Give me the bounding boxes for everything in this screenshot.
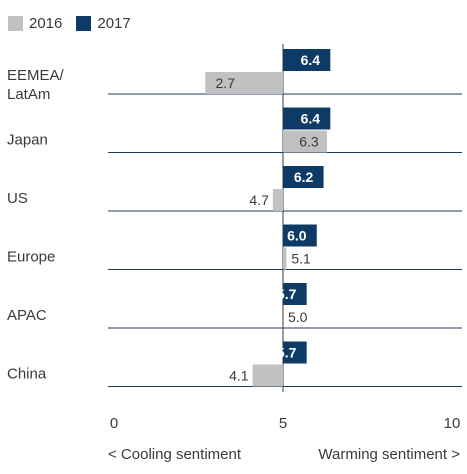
legend-swatch-2017 — [76, 16, 92, 31]
legend-item-2016: 2016 — [8, 15, 62, 32]
bar-2017 — [283, 107, 331, 130]
legend-swatch-2016 — [8, 16, 23, 31]
data-label-2017: 5.7 — [277, 286, 297, 302]
category-label: Japan — [7, 132, 48, 149]
data-label-2016: 5.0 — [288, 309, 308, 325]
x-tick-label: 5 — [279, 415, 287, 432]
data-label-2016: 6.3 — [299, 134, 319, 150]
bar-2016 — [283, 247, 287, 270]
bar-2017 — [283, 283, 307, 305]
bar-2016 — [272, 189, 283, 211]
data-label-2017: 6.2 — [294, 169, 314, 185]
category-label: Europe — [7, 249, 55, 266]
bar-2017 — [283, 341, 307, 364]
legend-item-2017: 2017 — [76, 15, 131, 32]
data-label-2016: 4.7 — [249, 192, 269, 208]
category-label: APAC — [7, 307, 47, 324]
data-label-2017: 5.7 — [277, 345, 297, 361]
category-label: US — [7, 190, 28, 207]
legend-label-2016: 2016 — [29, 15, 63, 32]
cooling-annotation: < Cooling sentiment — [108, 446, 242, 463]
data-label-2016: 4.1 — [229, 368, 249, 384]
category-label: LatAm — [7, 86, 50, 103]
bar-2017 — [283, 166, 324, 188]
bar-2016 — [252, 364, 283, 387]
bar-2016 — [205, 72, 283, 94]
warming-annotation: Warming sentiment > — [318, 446, 460, 463]
bar-2017 — [283, 49, 331, 71]
data-label-2016: 5.1 — [291, 251, 311, 267]
category-label: China — [7, 366, 47, 383]
bar-2017 — [283, 224, 317, 247]
data-label-2017: 6.0 — [287, 228, 307, 244]
x-tick-label: 10 — [444, 415, 461, 432]
legend: 2016 2017 — [8, 15, 145, 32]
data-label-2017: 6.4 — [301, 111, 321, 127]
category-label: EEMEA/ — [7, 67, 65, 84]
bar-2016 — [283, 130, 327, 153]
legend-label-2017: 2017 — [97, 15, 131, 32]
x-tick-label: 0 — [110, 415, 118, 432]
data-label-2017: 6.4 — [301, 52, 321, 68]
data-label-2016: 2.7 — [216, 75, 236, 91]
